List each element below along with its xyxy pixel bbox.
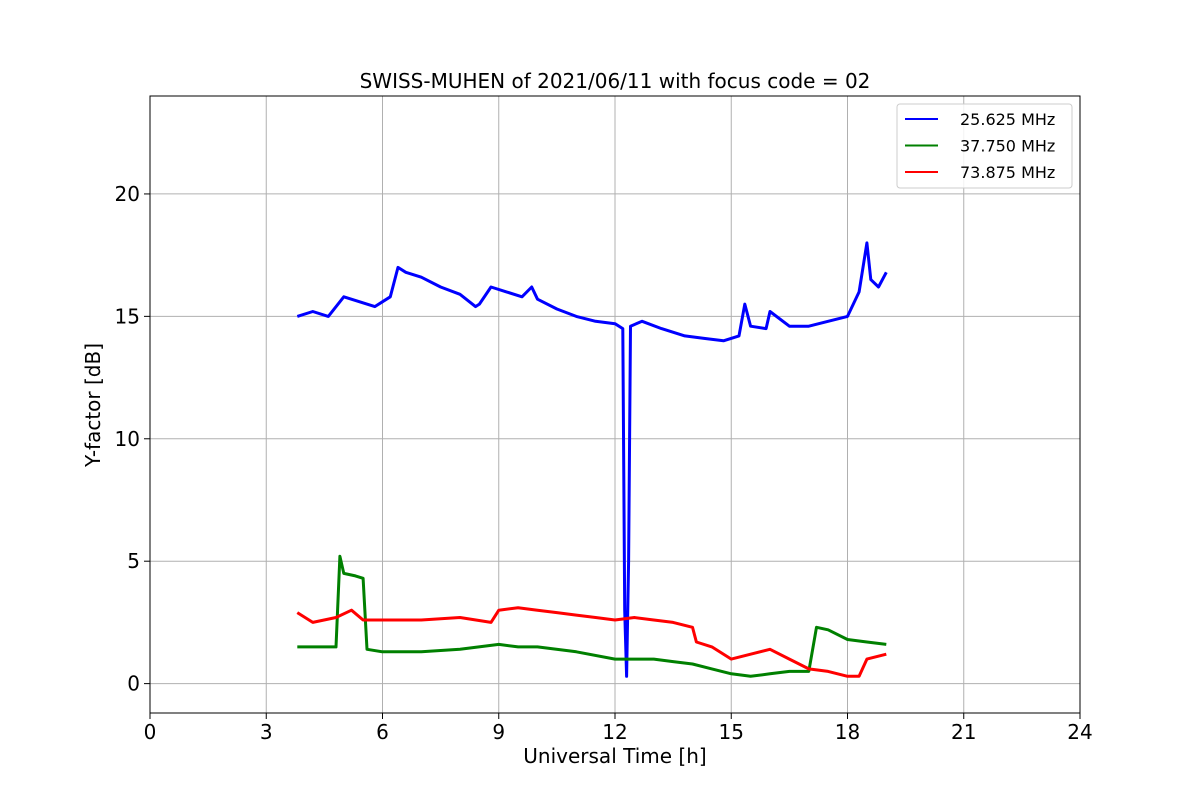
- series-lines: [296, 241, 888, 678]
- y-tick-label: 10: [115, 427, 140, 451]
- x-tick-label: 0: [144, 720, 157, 744]
- x-tick-label: 21: [951, 720, 976, 744]
- series-line-0: [296, 241, 888, 678]
- x-tick-label: 18: [835, 720, 860, 744]
- x-tick-label: 3: [260, 720, 273, 744]
- x-tick-label: 15: [719, 720, 744, 744]
- x-tick-label: 12: [602, 720, 627, 744]
- chart-title: SWISS-MUHEN of 2021/06/11 with focus cod…: [360, 69, 871, 93]
- y-tick-label: 20: [115, 182, 140, 206]
- x-tick-label: 9: [492, 720, 505, 744]
- y-tick-label: 5: [127, 549, 140, 573]
- legend-label: 73.875 MHz: [960, 163, 1055, 182]
- legend: 25.625 MHz 37.750 MHz 73.875 MHz: [896, 103, 1073, 189]
- x-tick-label: 24: [1067, 720, 1092, 744]
- axis-ticks: 0 3 6 9 12 15 18 21 24 0 5 10 15 20: [115, 182, 1093, 744]
- y-axis-label: Y-factor [dB]: [81, 343, 105, 468]
- y-tick-label: 15: [115, 304, 140, 328]
- x-tick-label: 6: [376, 720, 389, 744]
- legend-box: [896, 103, 1073, 189]
- x-axis-label: Universal Time [h]: [523, 744, 706, 768]
- legend-label: 37.750 MHz: [960, 137, 1055, 156]
- series-line-2: [296, 606, 887, 678]
- legend-label: 25.625 MHz: [960, 110, 1055, 129]
- series-line-1: [297, 554, 887, 678]
- y-tick-label: 0: [127, 672, 140, 696]
